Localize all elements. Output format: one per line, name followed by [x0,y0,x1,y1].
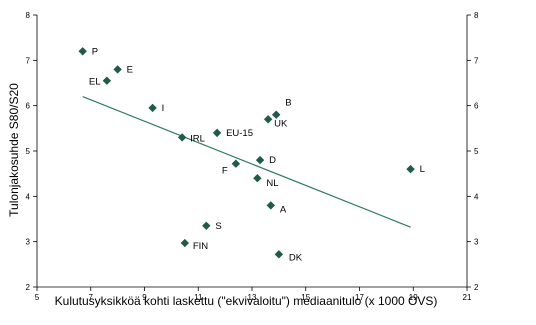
x-tick-label: 7 [89,293,94,302]
point-label-uk: UK [274,118,288,129]
points-group: P E EL I B UK EU-15 IRL D F NL L A S FIN DK [78,46,425,263]
point-marker-el [102,76,112,85]
point-marker-nl [253,174,262,183]
y-tick-label-left: 5 [26,147,31,156]
y-tick-label-left: 8 [26,11,31,20]
y-tick-label-left: 7 [26,56,31,65]
point-label-s: S [215,221,221,232]
point-marker-eu-15 [212,128,222,138]
point-label-i: I [162,103,165,114]
y-tick-label-right: 3 [474,238,479,247]
point-label-nl: NL [266,178,278,189]
point-marker-e [113,65,122,74]
point-label-el: EL [89,77,101,88]
point-marker-b [271,110,281,119]
point-marker-irl [177,133,187,142]
x-tick-label: 11 [194,293,203,302]
x-tick-label: 19 [409,293,418,302]
point-marker-p [78,47,87,56]
point-marker-fin [180,238,190,248]
y-tick-label-left: 4 [26,192,31,201]
y-tick-label-left: 6 [26,102,31,111]
trendline-group [82,96,411,228]
point-label-p: P [92,46,98,57]
point-label-b: B [285,98,291,109]
x-axis-title: Kulutusyksikköä kohti laskettu ("ekvival… [55,294,438,308]
y-tick-label-right: 8 [474,11,479,20]
y-tick-label-left: 3 [26,238,31,247]
point-label-f: F [222,166,228,177]
point-marker-d [255,155,265,165]
x-tick-label: 17 [355,293,364,302]
point-marker-s [202,221,211,230]
point-marker-uk [263,115,273,124]
point-marker-l [406,164,415,174]
y-tick-label-right: 7 [474,56,479,65]
x-tick-label: 21 [463,293,472,302]
y-tick-label-right: 2 [474,283,479,292]
x-tick-label: 9 [142,293,147,302]
point-label-l: L [420,164,425,175]
y-tick-label-left: 2 [26,283,31,292]
y-tick-label-right: 5 [474,147,479,156]
point-marker-i [148,103,157,113]
point-marker-f [231,159,241,168]
x-tick-label: 5 [35,293,40,302]
y-tick-label-right: 6 [474,102,479,111]
point-label-a: A [280,204,287,215]
point-label-e: E [127,64,133,75]
point-label-fin: FIN [193,241,208,252]
point-marker-a [266,201,276,210]
trendline [82,96,411,228]
point-label-d: D [269,155,276,166]
point-marker-dk [274,250,284,259]
point-label-irl: IRL [190,133,205,144]
y-axis-title: Tulonjakosuhde S80/S20 [7,83,21,217]
y-tick-label-right: 4 [474,192,479,201]
point-label-dk: DK [289,252,303,263]
axes: 2 3 4 5 6 7 8 2 3 4 5 6 7 8 5 7 9 11 13 15 17 19 21 [26,11,479,302]
point-label-eu-15: EU-15 [226,128,253,139]
x-tick-label: 13 [248,293,257,302]
x-tick-label: 15 [301,293,310,302]
